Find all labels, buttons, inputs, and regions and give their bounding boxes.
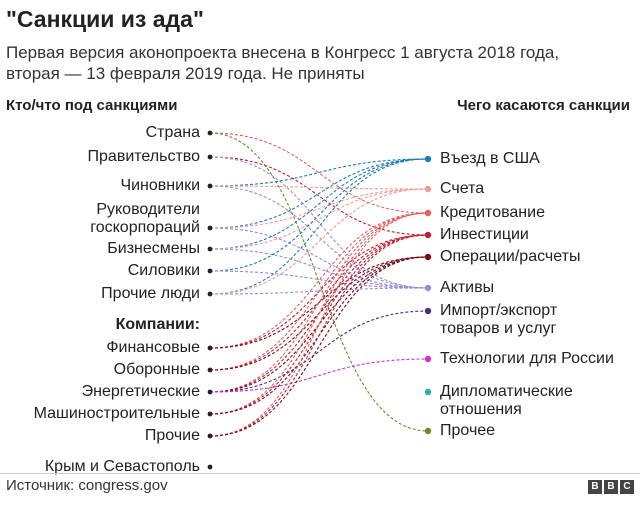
link-energeticheskie-import <box>209 310 429 393</box>
link-siloviki-vezd <box>209 158 429 272</box>
link-pravitelstvo-aktivy <box>209 156 429 289</box>
right-node-dot <box>424 185 432 193</box>
right-node-dot <box>424 209 432 217</box>
link-energeticheskie-tech <box>209 358 429 393</box>
left-node-dot <box>207 183 213 189</box>
bbc-logo-letter: B <box>588 480 602 494</box>
bbc-logo: B B C <box>588 480 634 494</box>
right-node-dot <box>424 427 432 435</box>
right-node-label: Импорт/экспорт товаров и услуг <box>440 302 558 337</box>
left-column-header: Кто/что под санкциями <box>6 97 178 114</box>
right-node-label: Дипломатические отношения <box>440 383 573 418</box>
link-rukovoditeli-scheta <box>209 188 429 229</box>
left-node-dot <box>207 345 213 351</box>
left-node-label: Машиностроительные <box>33 405 200 422</box>
bbc-logo-letter: C <box>620 480 634 494</box>
right-node-label: Инвестиции <box>440 226 529 243</box>
link-prochie_ludi-aktivy <box>209 287 429 295</box>
chart-subtitle: Первая версия аконопроекта внесена в Кон… <box>6 43 560 83</box>
source-note: Источник: congress.gov <box>6 477 168 494</box>
link-biznesmeny-vezd <box>209 158 429 250</box>
right-node-dot <box>424 253 432 261</box>
left-node-label: Прочие люди <box>101 285 200 302</box>
chart-title: "Санкции из ада" <box>6 6 204 32</box>
link-pravitelstvo-invest <box>209 156 429 236</box>
left-node-label: Руководители госкорпораций <box>90 201 200 236</box>
left-node-dot <box>207 291 213 297</box>
left-node-label: Бизнесмены <box>107 240 200 257</box>
left-node-dot <box>207 225 213 231</box>
link-chinovniki-aktivy <box>209 185 429 289</box>
link-prochie-invest <box>209 234 429 437</box>
left-node-dot <box>207 433 213 439</box>
link-strana-kredit <box>209 132 429 214</box>
link-finansovye-kredit <box>209 212 429 349</box>
right-node-dot <box>424 284 432 292</box>
right-node-label: Активы <box>440 279 495 296</box>
left-node-label: Прочие <box>144 427 200 444</box>
right-node-label: Кредитование <box>440 204 545 221</box>
left-node-label: Оборонные <box>113 361 200 378</box>
footer-divider <box>0 473 640 474</box>
bbc-logo-letter: B <box>604 480 618 494</box>
right-node-dot <box>424 231 432 239</box>
left-node-dot <box>207 464 213 470</box>
right-node-dot <box>424 388 432 396</box>
link-chinovniki-vezd <box>209 158 429 187</box>
link-siloviki-aktivy <box>209 270 429 289</box>
right-node-label: Счета <box>440 180 485 197</box>
right-node-label: Прочее <box>440 422 496 439</box>
left-node-label: Энергетические <box>81 383 200 400</box>
right-node-dot <box>424 355 432 363</box>
link-finansovye-operacii <box>209 256 429 349</box>
link-mashino-kredit <box>209 212 429 415</box>
left-node-dot <box>207 389 213 395</box>
right-column-header: Чего касаются санкции <box>457 97 630 114</box>
left-node-dot <box>207 367 213 373</box>
right-node-dot <box>424 307 432 315</box>
link-biznesmeny-aktivy <box>209 248 429 289</box>
link-energeticheskie-kredit <box>209 212 429 393</box>
link-rukovoditeli-aktivy <box>209 227 429 289</box>
left-node-label: Компании: <box>115 316 200 333</box>
left-node-label: Страна <box>145 124 200 141</box>
link-prochie_ludi-scheta <box>209 188 429 295</box>
right-node-label: Операции/расчеты <box>440 248 581 265</box>
link-chinovniki-scheta <box>209 185 429 190</box>
left-node-label: Чиновники <box>120 177 200 194</box>
link-strana-prochee <box>209 132 429 432</box>
left-node-dot <box>207 246 213 252</box>
link-biznesmeny-scheta <box>209 188 429 250</box>
left-node-label: Силовики <box>127 262 200 279</box>
left-node-dot <box>207 411 213 417</box>
right-node-label: Въезд в США <box>440 150 540 167</box>
link-prochie-operacii <box>209 256 429 437</box>
left-node-label: Правительство <box>87 148 200 165</box>
right-node-label: Технологии для России <box>440 350 614 367</box>
link-prochie-kredit <box>209 212 429 437</box>
left-node-label: Крым и Севастополь <box>44 458 200 475</box>
left-node-dot <box>207 154 213 160</box>
left-node-dot <box>207 130 213 136</box>
left-node-dot <box>207 268 213 274</box>
link-mashino-invest <box>209 234 429 415</box>
link-rukovoditeli-vezd <box>209 158 429 229</box>
link-energeticheskie-operacii <box>209 256 429 393</box>
link-oboronnye-kredit <box>209 212 429 371</box>
left-node-label: Финансовые <box>106 339 200 356</box>
right-node-dot <box>424 155 432 163</box>
